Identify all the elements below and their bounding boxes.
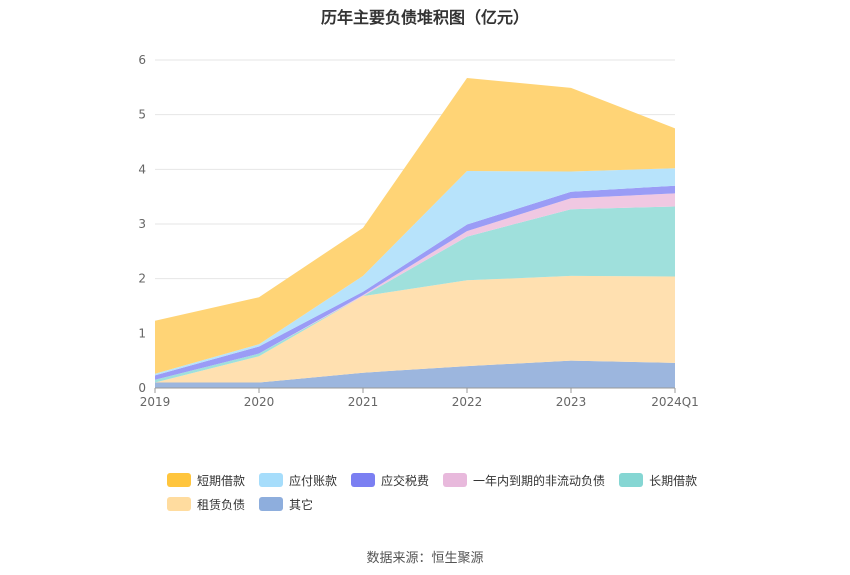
x-tick-label: 2020 [244, 395, 275, 409]
legend-label: 应交税费 [381, 473, 430, 488]
legend-item[interactable]: 长期借款 [619, 472, 697, 488]
legend: 短期借款 应付账款 应交税费 一年内到期的非流动负债 长期借款租赁负债 其它 [167, 472, 727, 520]
legend-item[interactable]: 一年内到期的非流动负债 [443, 472, 605, 488]
legend-swatch [259, 497, 284, 511]
legend-swatch [351, 473, 376, 487]
legend-item[interactable]: 其它 [259, 496, 313, 512]
area-series [155, 206, 675, 383]
legend-item[interactable]: 应交税费 [351, 472, 429, 488]
x-tick-label: 2022 [452, 395, 483, 409]
legend-label: 长期借款 [649, 473, 698, 488]
legend-label: 一年内到期的非流动负债 [473, 473, 606, 488]
legend-swatch [167, 473, 191, 487]
chart-title: 历年主要负债堆积图（亿元） [320, 8, 529, 27]
legend-label: 应付账款 [289, 473, 338, 488]
legend-item[interactable]: 租赁负债 [167, 496, 245, 512]
area-series [155, 78, 675, 374]
y-tick-label: 4 [138, 162, 146, 176]
y-tick-label: 5 [138, 108, 146, 122]
legend-swatch [443, 473, 468, 487]
y-tick-label: 0 [138, 381, 146, 395]
legend-label: 其它 [289, 497, 314, 512]
y-tick-label: 2 [138, 272, 146, 286]
legend-item[interactable]: 短期借款 [167, 472, 245, 488]
area-series [155, 360, 675, 388]
legend-label: 短期借款 [197, 473, 246, 488]
legend-label: 租赁负债 [197, 497, 246, 512]
y-tick-label: 3 [138, 217, 146, 231]
y-tick-label: 6 [138, 53, 146, 67]
legend-swatch [259, 473, 284, 487]
x-tick-label: 2019 [140, 395, 171, 409]
x-tick-label: 2021 [348, 395, 379, 409]
x-tick-label: 2023 [556, 395, 587, 409]
x-tick-label: 2024Q1 [651, 395, 699, 409]
legend-item[interactable]: 应付账款 [259, 472, 337, 488]
legend-swatch [167, 497, 191, 511]
legend-swatch [619, 473, 644, 487]
y-tick-label: 1 [138, 326, 146, 340]
area-series [155, 275, 675, 383]
data-source: 数据来源：恒生聚源 [366, 551, 484, 566]
